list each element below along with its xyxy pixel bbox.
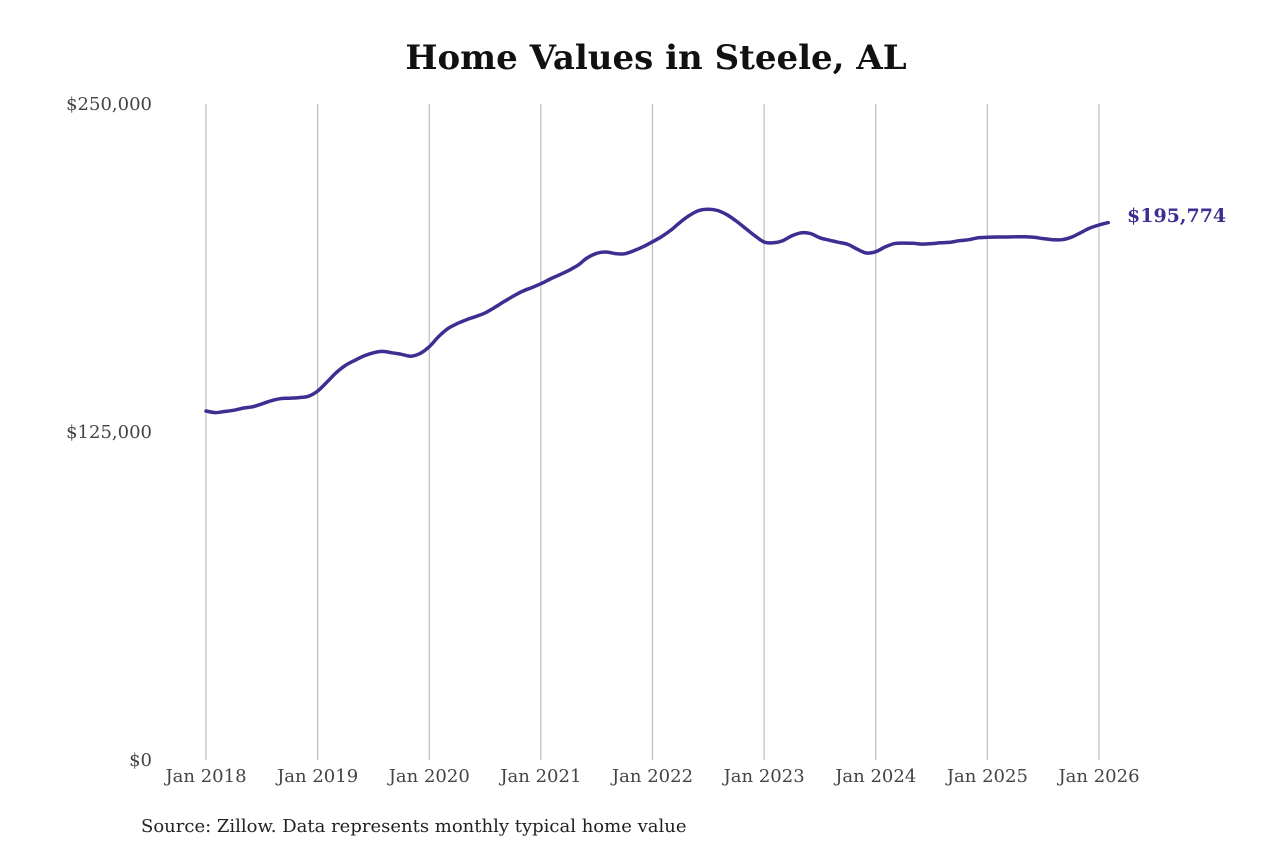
x-tick-label: Jan 2021 [498, 766, 581, 787]
gridlines [205, 104, 1100, 760]
x-tick-label: Jan 2022 [610, 766, 693, 787]
home-value-series-line [204, 207, 1111, 415]
data-labels: $195,774 [1127, 205, 1226, 227]
x-tick-label: Jan 2025 [945, 766, 1028, 787]
y-tick-label: $250,000 [66, 94, 152, 115]
y-tick-label: $125,000 [66, 422, 152, 443]
y-tick-label: $0 [129, 750, 152, 771]
x-tick-label: Jan 2018 [163, 766, 246, 787]
end-value-label: $195,774 [1127, 205, 1226, 227]
x-tick-label: Jan 2026 [1056, 766, 1139, 787]
x-tick-label: Jan 2023 [722, 766, 805, 787]
x-tick-label: Jan 2020 [387, 766, 470, 787]
chart-title: Home Values in Steele, AL [405, 38, 907, 78]
x-tick-label: Jan 2024 [833, 766, 916, 787]
axis-ticks: Jan 2018 Jan 2019 Jan 2020 Jan 2021 Jan 2022… [66, 94, 1139, 787]
x-tick-label: Jan 2019 [275, 766, 358, 787]
series-layer [204, 207, 1111, 415]
source-note: Source: Zillow. Data represents monthly … [141, 816, 687, 837]
